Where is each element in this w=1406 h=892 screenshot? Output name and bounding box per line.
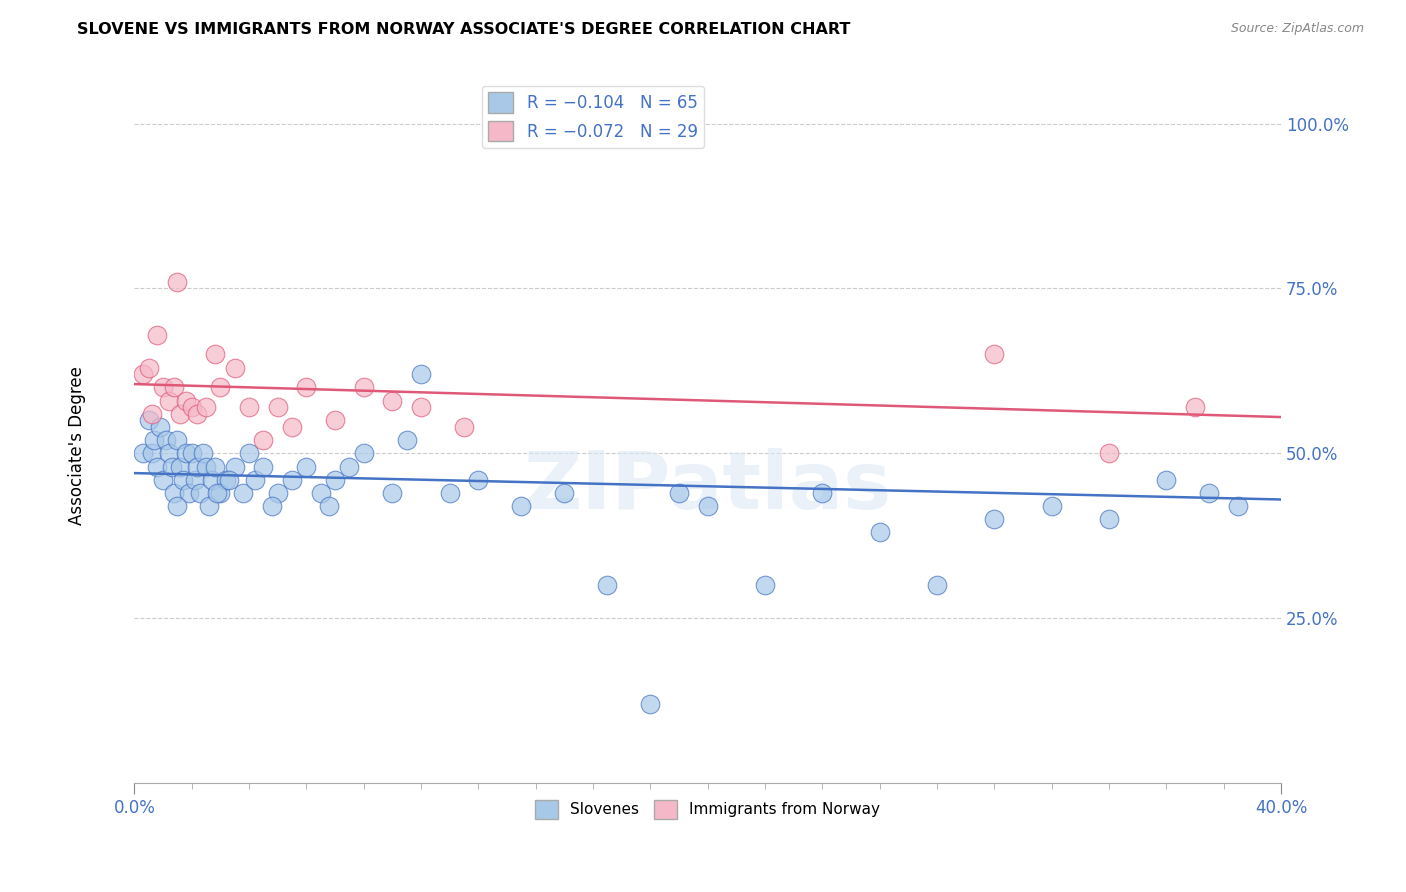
Point [157,393,180,408]
Point [209,486,232,500]
Point [252,433,274,447]
Point [260,499,283,513]
Point [174,393,197,408]
Point [281,473,304,487]
Point [138,413,160,427]
Point [155,433,177,447]
Point [143,433,166,447]
Point [754,578,776,592]
Point [309,486,332,500]
Point [337,459,360,474]
Point [266,486,288,500]
Point [1156,473,1178,487]
Point [166,433,188,447]
Point [146,459,169,474]
Point [510,499,533,513]
Point [191,446,214,460]
Point [149,420,172,434]
Point [141,446,163,460]
Point [353,446,375,460]
Point [195,459,218,474]
Point [166,275,188,289]
Point [180,400,202,414]
Point [323,473,346,487]
Point [132,367,155,381]
Point [1040,499,1063,513]
Text: SLOVENE VS IMMIGRANTS FROM NORWAY ASSOCIATE'S DEGREE CORRELATION CHART: SLOVENE VS IMMIGRANTS FROM NORWAY ASSOCI… [77,22,851,37]
Point [209,380,232,394]
Point [553,486,575,500]
Point [186,459,208,474]
Point [201,473,224,487]
Point [318,499,340,513]
Point [1098,446,1121,460]
Point [224,360,246,375]
Point [409,400,432,414]
Point [395,433,418,447]
Point [152,380,174,394]
Point [252,459,274,474]
Point [925,578,948,592]
Point [186,407,208,421]
Point [323,413,346,427]
Point [381,393,404,408]
Point [281,420,304,434]
Point [453,420,475,434]
Point [172,473,194,487]
Point [177,486,200,500]
Point [295,459,318,474]
Point [381,486,404,500]
Point [152,473,174,487]
Point [204,347,226,361]
Point [198,499,221,513]
Point [266,400,288,414]
Point [409,367,432,381]
Point [1184,400,1206,414]
Point [215,473,238,487]
Point [811,486,834,500]
Point [195,400,218,414]
Text: Associate's Degree: Associate's Degree [69,367,86,525]
Point [169,459,191,474]
Point [169,407,191,421]
Point [132,446,155,460]
Point [138,360,160,375]
Text: Source: ZipAtlas.com: Source: ZipAtlas.com [1230,22,1364,36]
Point [596,578,619,592]
Point [224,459,246,474]
Point [696,499,718,513]
Point [295,380,318,394]
Point [238,400,260,414]
Point [160,459,183,474]
Point [353,380,375,394]
Point [243,473,266,487]
Point [640,697,662,711]
Point [983,347,1005,361]
Point [1226,499,1249,513]
Point [983,512,1005,526]
Point [183,473,205,487]
Point [180,446,202,460]
Point [166,499,188,513]
Point [146,327,169,342]
Point [174,446,197,460]
Point [467,473,489,487]
Point [1198,486,1220,500]
Point [232,486,254,500]
Legend: Slovenes, Immigrants from Norway: Slovenes, Immigrants from Norway [529,794,887,825]
Point [218,473,240,487]
Point [157,446,180,460]
Point [163,380,186,394]
Point [163,486,186,500]
Point [869,525,891,540]
Point [1098,512,1121,526]
Point [439,486,461,500]
Text: ZIPatlas: ZIPatlas [523,448,891,525]
Point [207,486,229,500]
Point [188,486,211,500]
Point [668,486,690,500]
Point [238,446,260,460]
Point [141,407,163,421]
Point [204,459,226,474]
